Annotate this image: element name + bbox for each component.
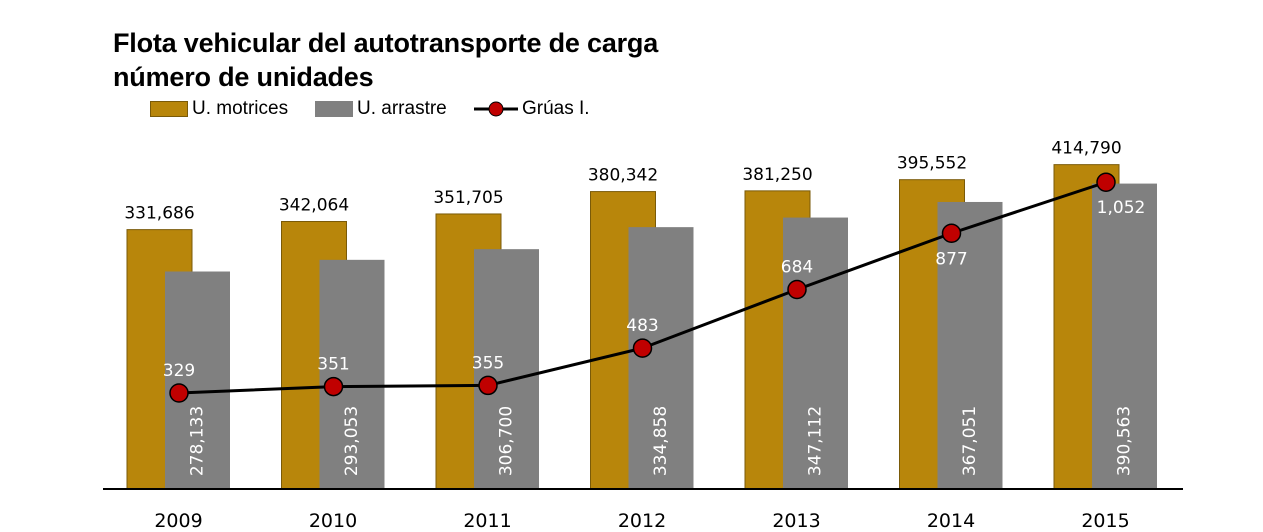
- data-label-arrastre-2014: 367,051: [960, 406, 980, 476]
- data-label-gruas-2009: 329: [163, 361, 195, 381]
- x-tick-label-2013: 2013: [772, 510, 820, 532]
- point-gruas-2011: [478, 375, 498, 396]
- data-label-gruas-2013: 684: [781, 258, 813, 278]
- data-label-motrices-2011: 351,705: [433, 188, 503, 208]
- legend-item-motrices: U. motrices: [150, 98, 288, 120]
- chart-title-block: Flota vehicular del autotransporte de ca…: [113, 26, 658, 94]
- data-label-gruas-2012: 483: [626, 316, 658, 336]
- bar-arrastre-2009: [165, 271, 230, 489]
- legend-swatch-gruas: [474, 101, 518, 117]
- x-tick-label-2015: 2015: [1081, 510, 1129, 532]
- data-label-arrastre-2013: 347,112: [806, 406, 826, 476]
- point-gruas-2014: [941, 223, 962, 244]
- point-gruas-2015: [1096, 172, 1116, 192]
- chart-title: Flota vehicular del autotransporte de ca…: [113, 28, 659, 58]
- data-label-arrastre-2011: 306,700: [497, 406, 517, 476]
- bar-arrastre-2013: [783, 217, 848, 489]
- bar-arrastre-2014: [937, 201, 1003, 489]
- data-label-gruas-2014: 877: [935, 249, 967, 269]
- legend-label-motrices: U. motrices: [192, 98, 289, 119]
- data-label-motrices-2010: 342,064: [279, 196, 349, 216]
- data-label-motrices-2015: 414,790: [1051, 139, 1121, 159]
- legend-label-gruas: Grúas I.: [522, 98, 590, 119]
- x-tick-label-2011: 2011: [463, 510, 511, 532]
- x-tick-label-2014: 2014: [927, 510, 975, 532]
- data-label-motrices-2009: 331,686: [124, 204, 194, 224]
- bar-arrastre-2012: [628, 227, 694, 489]
- data-label-arrastre-2009: 278,133: [188, 406, 208, 476]
- data-label-gruas-2011: 355: [472, 353, 504, 373]
- chart-subtitle: número de unidades: [113, 62, 374, 92]
- legend-item-arrastre: U. arrastre: [315, 98, 447, 120]
- point-gruas-2009: [169, 383, 189, 403]
- data-label-motrices-2012: 380,342: [588, 166, 658, 186]
- point-gruas-2012: [632, 338, 653, 358]
- data-label-motrices-2013: 381,250: [742, 165, 812, 185]
- legend-swatch-arrastre: [315, 101, 353, 117]
- x-tick-label-2009: 2009: [154, 510, 202, 532]
- data-label-arrastre-2015: 390,563: [1115, 406, 1135, 476]
- data-label-gruas-2015: 1,052: [1097, 198, 1146, 218]
- legend-label-arrastre: U. arrastre: [357, 98, 447, 119]
- data-label-gruas-2010: 351: [317, 355, 349, 375]
- point-gruas-2010: [323, 376, 344, 397]
- data-label-arrastre-2012: 334,858: [651, 406, 671, 476]
- x-tick-label-2010: 2010: [309, 510, 357, 532]
- legend-swatch-motrices: [150, 101, 188, 117]
- point-gruas-2013: [787, 279, 807, 300]
- data-label-arrastre-2010: 293,053: [342, 406, 362, 476]
- x-tick-label-2012: 2012: [618, 510, 666, 532]
- legend-item-gruas: Grúas I.: [474, 98, 590, 120]
- data-label-motrices-2014: 395,552: [897, 154, 967, 174]
- bar-arrastre-2010: [319, 259, 385, 489]
- bar-arrastre-2011: [474, 249, 539, 489]
- bar-arrastre-2015: [1092, 183, 1157, 490]
